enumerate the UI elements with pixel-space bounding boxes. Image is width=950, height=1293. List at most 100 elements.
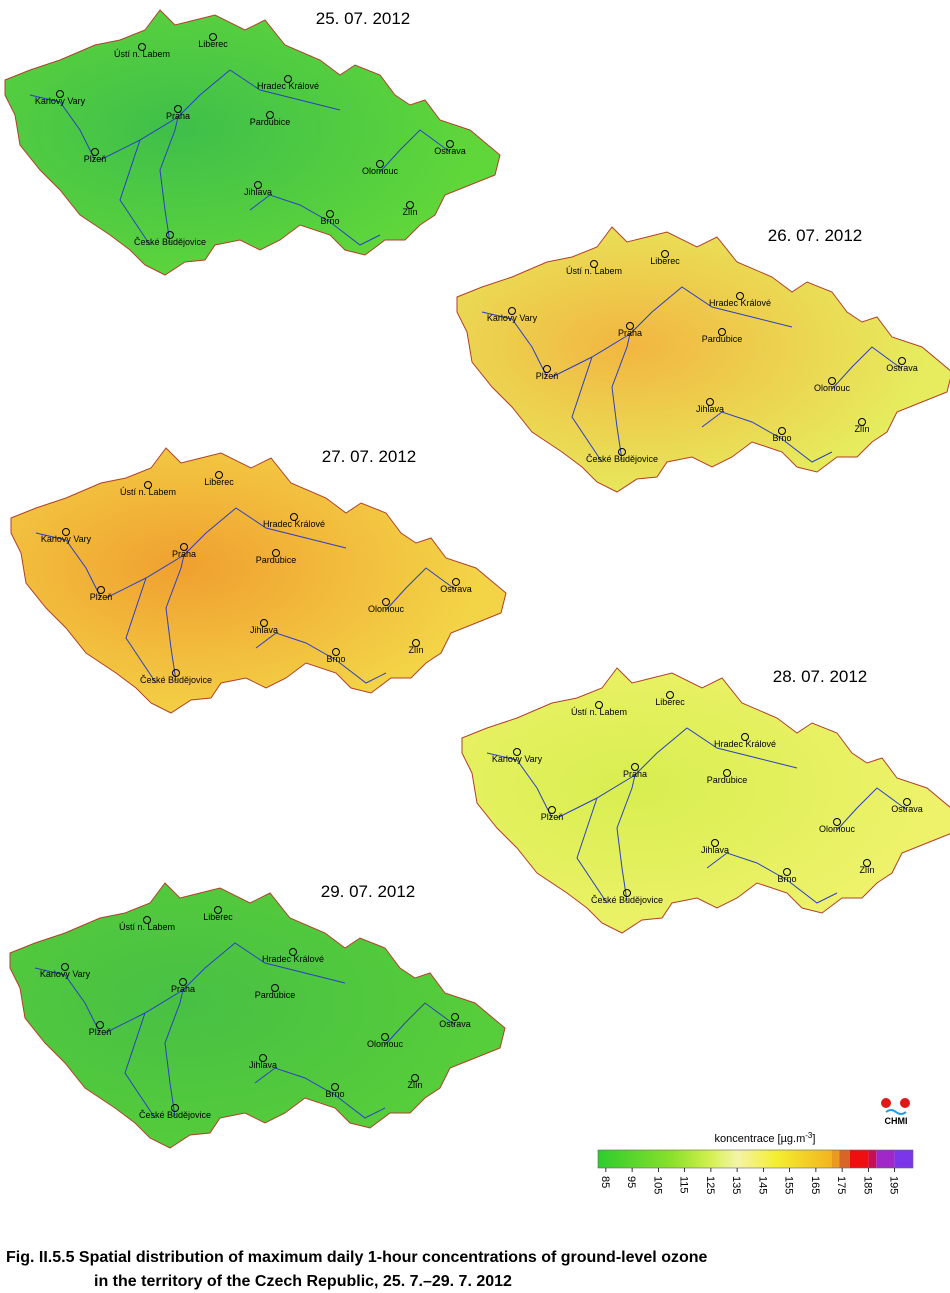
river: [551, 286, 793, 378]
city-label: Zlín: [407, 1080, 422, 1090]
city-marker: [179, 978, 187, 986]
city-label: Ostrava: [439, 1019, 471, 1029]
city-marker: [180, 543, 188, 551]
country-area: [4, 9, 501, 276]
city-marker: [451, 1013, 459, 1021]
river: [706, 852, 788, 881]
city-label: Hradec Králové: [257, 81, 319, 91]
city-label: Pardubice: [702, 334, 743, 344]
legend-block: [868, 1150, 877, 1168]
city-label: Praha: [166, 111, 190, 121]
city-marker: [91, 148, 99, 156]
city-marker: [406, 201, 414, 209]
river: [781, 438, 833, 463]
legend-title-part: -3: [805, 1131, 813, 1140]
logo-wave: [885, 1109, 907, 1115]
city-marker: [96, 1021, 104, 1029]
city-label: Pardubice: [256, 555, 297, 565]
maps: 25. 07. 2012 Ústí n. Labem Liberec Karlovy …: [4, 9, 950, 1149]
city-marker: [144, 481, 152, 489]
legend-tick-label: 155: [783, 1176, 795, 1194]
river: [34, 967, 101, 1034]
legend-tick-label: 105: [651, 1176, 663, 1194]
city-label: Plzeň: [84, 154, 107, 164]
logo-text: CHMI: [885, 1116, 908, 1126]
river: [836, 787, 908, 831]
city-marker: [62, 528, 70, 536]
river: [335, 659, 387, 684]
city-marker: [411, 1074, 419, 1082]
river: [119, 139, 151, 246]
city-label: Praha: [171, 984, 195, 994]
city-label: Jihlava: [696, 404, 724, 414]
legend-tick-label: 165: [809, 1176, 821, 1194]
river: [786, 879, 838, 904]
logo-dot: [881, 1098, 891, 1108]
legend-tick-label: 135: [730, 1176, 742, 1194]
city-label: Hradec Králové: [263, 519, 325, 529]
city-label: Ústí n. Labem: [566, 266, 622, 276]
city-label: Plzeň: [541, 812, 564, 822]
city-marker: [666, 691, 674, 699]
country-area: [9, 882, 506, 1149]
city-label: Ústí n. Labem: [571, 707, 627, 717]
city-marker: [858, 418, 866, 426]
city-label: Praha: [623, 769, 647, 779]
river: [379, 129, 451, 173]
logo: CHMI: [881, 1098, 910, 1126]
city-label: Brno: [320, 216, 339, 226]
city-marker: [508, 307, 516, 315]
legend-tick-label: 85: [599, 1176, 611, 1188]
city-marker: [272, 549, 280, 557]
river: [105, 507, 347, 599]
logo-dot: [900, 1098, 910, 1108]
river: [616, 774, 636, 902]
city-marker: [631, 763, 639, 771]
river: [611, 333, 631, 461]
city-label: Plzeň: [536, 371, 559, 381]
city-marker: [259, 1054, 267, 1062]
map: 27. 07. 2012 Ústí n. Labem Liberec Karlovy …: [10, 447, 507, 714]
country-area: [10, 447, 507, 714]
river: [29, 94, 96, 161]
legend-title: koncentrace [µg.m-3]: [715, 1131, 816, 1145]
map-date: 25. 07. 2012: [316, 9, 411, 28]
city-label: Olomouc: [367, 1039, 404, 1049]
city-marker: [331, 1083, 339, 1091]
city-marker: [326, 210, 334, 218]
city-marker: [214, 906, 222, 914]
city-marker: [711, 839, 719, 847]
city-marker: [548, 806, 556, 814]
city-label: Olomouc: [362, 166, 399, 176]
city-marker: [56, 90, 64, 98]
river: [165, 554, 185, 682]
city-label: Jihlava: [701, 845, 729, 855]
legend-tick-label: 175: [835, 1176, 847, 1194]
river: [104, 942, 346, 1034]
city-label: Karlovy Vary: [41, 534, 92, 544]
city-label: Jihlava: [249, 1060, 277, 1070]
city-marker: [623, 889, 631, 897]
legend-title-part: koncentrace [µg.m: [715, 1133, 806, 1145]
city-label: Liberec: [655, 697, 685, 707]
legend-tick-label: 125: [704, 1176, 716, 1194]
city-label: Olomouc: [819, 824, 856, 834]
city-marker: [266, 111, 274, 119]
river: [159, 116, 179, 244]
city-label: Ústí n. Labem: [114, 49, 170, 59]
city-marker: [736, 292, 744, 300]
legend-tick-label: 145: [756, 1176, 768, 1194]
river: [35, 532, 102, 599]
city-label: Zlín: [854, 424, 869, 434]
city-marker: [543, 365, 551, 373]
city-label: Ostrava: [434, 146, 466, 156]
river: [384, 1002, 456, 1046]
legend-block: [839, 1150, 850, 1168]
city-label: Liberec: [650, 256, 680, 266]
city-marker: [174, 105, 182, 113]
city-label: Pardubice: [250, 117, 291, 127]
legend-tick-label: 115: [678, 1176, 690, 1194]
city-label: Hradec Králové: [262, 954, 324, 964]
city-label: České Budějovice: [586, 454, 658, 464]
